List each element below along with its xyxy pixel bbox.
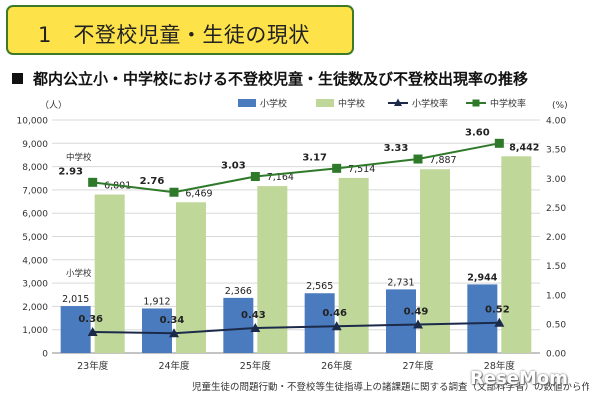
annotation-junior: 中学校 <box>66 152 92 163</box>
left-tick-label: 2,000 <box>22 303 48 313</box>
junior-bar <box>501 156 532 353</box>
right-tick-label: 3.00 <box>546 175 566 185</box>
junior-rate-label: 2.76 <box>140 176 165 187</box>
junior-bar <box>420 169 450 353</box>
elementary-bar-label: 2,944 <box>467 272 497 283</box>
elementary-rate-label: 0.34 <box>160 315 185 326</box>
junior-bar-label: 8,442 <box>509 142 539 153</box>
left-tick-label: 3,000 <box>22 280 48 290</box>
legend-label: 小学校 <box>260 98 287 110</box>
elementary-rate-marker <box>87 327 98 337</box>
right-tick-label: 0.00 <box>546 350 566 360</box>
junior-rate-marker <box>250 172 260 182</box>
right-tick-label: 2.50 <box>546 204 566 214</box>
junior-rate-marker <box>169 187 179 197</box>
elementary-bar-label: 2,366 <box>225 286 252 297</box>
junior-rate-marker <box>332 163 342 173</box>
legend-label: 中学校率 <box>490 98 526 110</box>
source-note: 児童生徒の問題行動・不登校等生徒指導上の諸課題に関する調査（文部科学省）の数値か… <box>192 382 589 393</box>
junior-bar-label: 7,514 <box>348 164 375 175</box>
legend-marker <box>472 99 480 107</box>
junior-rate-label: 3.33 <box>384 143 409 154</box>
chart-heading-text: 都内公立小・中学校における不登校児童・生徒数及び不登校出現率の推移 <box>33 70 529 88</box>
elementary-rate-marker <box>169 328 179 338</box>
elementary-rate-label: 0.52 <box>485 305 510 316</box>
elementary-rate-marker <box>331 321 342 331</box>
junior-bar <box>94 194 125 353</box>
right-tick-label: 2.00 <box>546 233 566 243</box>
right-tick-label: 1.50 <box>546 262 566 272</box>
left-axis-unit: （人） <box>40 100 67 111</box>
junior-rate-label: 3.17 <box>302 152 327 163</box>
elementary-bar-label: 2,565 <box>306 281 333 292</box>
legend-label: 小学校率 <box>412 98 448 110</box>
left-tick-label: 4,000 <box>22 256 48 266</box>
elementary-bar <box>142 308 172 353</box>
elementary-rate-line <box>92 321 500 335</box>
junior-bar <box>176 202 206 353</box>
elementary-bar <box>60 306 91 353</box>
left-tick-label: 9,000 <box>22 140 48 150</box>
chart-heading: 都内公立小・中学校における不登校児童・生徒数及び不登校出現率の推移 <box>12 68 528 89</box>
category-label: 24年度 <box>158 360 190 372</box>
category-label: 25年度 <box>240 360 272 372</box>
junior-rate-marker <box>494 138 504 148</box>
right-tick-label: 4.00 <box>546 117 566 127</box>
junior-bar-label: 7,164 <box>267 172 294 183</box>
elementary-rate-label: 0.46 <box>322 308 347 319</box>
junior-rate-label: 3.03 <box>221 161 246 172</box>
elementary-rate-label: 0.49 <box>404 306 429 317</box>
left-tick-label: 7,000 <box>22 186 48 196</box>
elementary-rate-marker <box>494 317 505 327</box>
junior-bar <box>338 177 369 353</box>
junior-rate-label: 2.93 <box>58 166 83 177</box>
legend-label: 中学校 <box>338 98 365 110</box>
category-label: 27年度 <box>402 360 434 372</box>
elementary-bar <box>304 293 335 353</box>
left-tick-label: 10,000 <box>17 117 49 127</box>
elementary-rate-label: 0.36 <box>78 314 103 325</box>
elementary-bar-label: 1,912 <box>143 296 170 307</box>
section-banner: 1 不登校児童・生徒の現状 <box>6 5 354 55</box>
legend-marker <box>394 98 402 106</box>
left-tick-label: 1,000 <box>22 326 48 336</box>
right-tick-label: 0.50 <box>546 320 566 330</box>
elementary-bar-label: 2,731 <box>387 277 414 288</box>
category-label: 28年度 <box>484 360 516 372</box>
junior-rate-line <box>92 142 500 194</box>
left-tick-label: 8,000 <box>22 163 48 173</box>
right-axis-unit: (%) <box>552 101 568 111</box>
legend-swatch <box>316 99 334 107</box>
left-tick-label: 5,000 <box>22 233 48 243</box>
section-title: 1 不登校児童・生徒の現状 <box>38 23 310 47</box>
left-tick-label: 0 <box>42 350 48 360</box>
category-label: 26年度 <box>321 360 353 372</box>
elementary-rate-marker <box>250 322 261 332</box>
category-label: 23年度 <box>77 360 109 372</box>
elementary-bar <box>467 284 498 353</box>
elementary-rate-label: 0.43 <box>241 310 266 321</box>
junior-rate-marker <box>413 154 423 164</box>
right-tick-label: 3.50 <box>546 146 566 156</box>
elementary-bar <box>223 297 254 353</box>
junior-bar-label: 7,887 <box>429 155 456 166</box>
junior-bar-label: 6,469 <box>185 188 212 199</box>
legend-swatch <box>238 99 256 107</box>
junior-rate-label: 3.60 <box>465 127 490 138</box>
resemom-logo: ReseMom <box>470 368 569 389</box>
elementary-rate-marker <box>413 319 423 329</box>
annotation-elementary: 小学校 <box>66 268 92 279</box>
junior-rate-marker <box>88 177 98 187</box>
square-bullet-icon <box>12 73 23 84</box>
right-tick-label: 1.00 <box>546 291 566 301</box>
elementary-bar <box>386 289 416 353</box>
elementary-bar-label: 2,015 <box>62 294 89 305</box>
junior-bar <box>257 186 288 353</box>
left-tick-label: 6,000 <box>22 210 48 220</box>
